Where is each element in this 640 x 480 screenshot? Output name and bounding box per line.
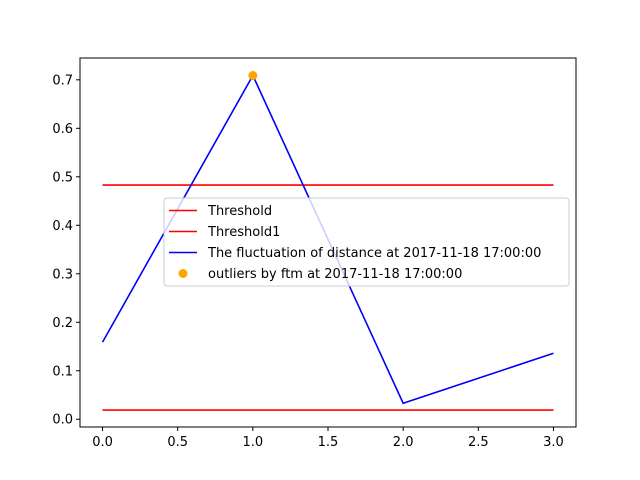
x-tick-label: 3.0 <box>543 435 564 450</box>
y-tick-label: 0.0 <box>52 413 73 428</box>
x-tick-label: 1.0 <box>243 435 264 450</box>
legend-marker-outliers-by-ftm-at-2017-11-18-17-00-00 <box>178 269 188 278</box>
legend-label-threshold1: Threshold1 <box>207 225 280 240</box>
y-tick-label: 0.4 <box>52 219 73 234</box>
y-tick-label: 0.1 <box>52 364 73 379</box>
legend-box <box>163 197 570 287</box>
axis-ticks: 0.0 0.5 1.0 1.5 2.0 2.5 3.0 0.0 0.1 0.2 0.3 0.4 0.5 0… <box>52 73 563 450</box>
outlier-point <box>248 70 258 80</box>
x-tick-label: 1.5 <box>318 435 339 450</box>
legend: Threshold Threshold1 The fluctuation of di… <box>163 197 570 287</box>
y-tick-label: 0.7 <box>52 73 73 88</box>
y-tick-label: 0.2 <box>52 316 73 331</box>
x-tick-label: 0.5 <box>167 435 188 450</box>
y-tick-label: 0.6 <box>52 122 73 137</box>
legend-label-threshold: Threshold <box>207 204 272 219</box>
axes-frame <box>79 57 577 428</box>
x-tick-label: 2.0 <box>393 435 414 450</box>
x-tick-label: 2.5 <box>468 435 489 450</box>
y-tick-label: 0.5 <box>52 170 73 185</box>
y-tick-label: 0.3 <box>52 267 73 282</box>
legend-label-outliers-by-ftm-at-2017-11-18-17-00-00: outliers by ftm at 2017-11-18 17:00:00 <box>208 267 462 282</box>
legend-label-the-fluctuation-of-distance-at-2017-11-18-17-00-00: The fluctuation of distance at 2017-11-1… <box>207 246 541 261</box>
x-tick-label: 0.0 <box>92 435 113 450</box>
